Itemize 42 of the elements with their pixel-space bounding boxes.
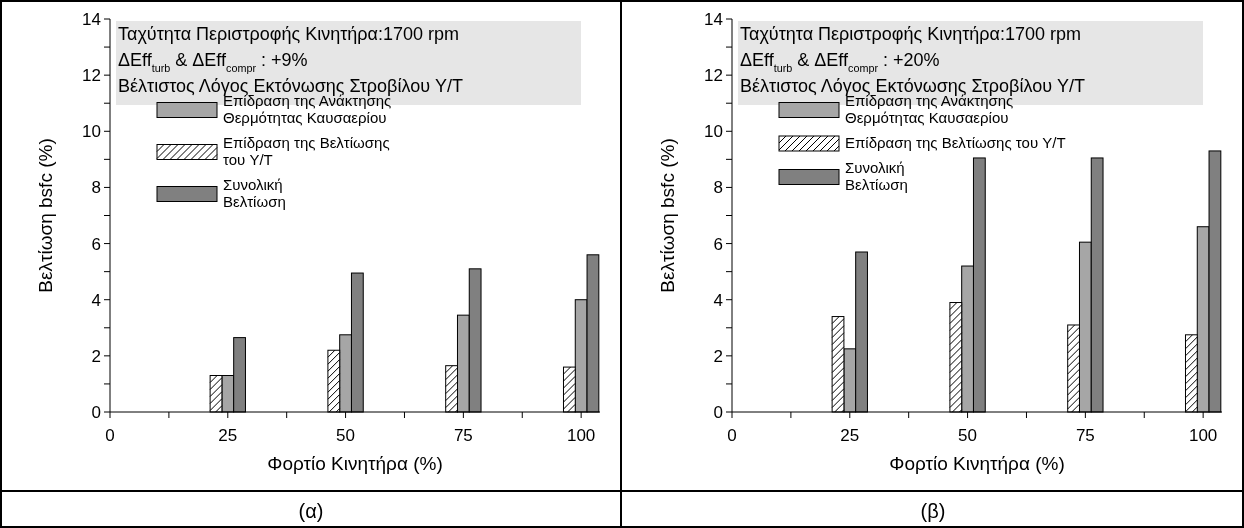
- y-tick-label: 12: [82, 66, 101, 86]
- legend-label: Συνολική Βελτίωση: [223, 176, 286, 210]
- x-tick-label: 75: [453, 426, 473, 445]
- x-tick-label: 50: [336, 426, 356, 445]
- y-tick-label: 6: [91, 234, 101, 254]
- y-tick-label: 0: [713, 403, 723, 422]
- y-tick-label: 2: [713, 346, 723, 366]
- annotation: Βέλτιστος Λόγος Εκτόνωσης Στροβίλου Y/T: [740, 76, 1086, 96]
- annotation: Ταχύτητα Περιστροφής Κινητήρα:1700 rpm: [118, 24, 460, 44]
- y-tick-label: 0: [91, 403, 101, 422]
- annotation: ΔEff$_{turb}$ & ΔEff$_{compr}$ : +20%: [740, 50, 940, 74]
- x-tick-label: 25: [218, 426, 238, 445]
- x-tick-label: 0: [727, 426, 737, 445]
- annotation: Βέλτιστος Λόγος Εκτόνωσης Στροβίλου Y/T: [118, 76, 464, 96]
- x-tick-label: 0: [105, 426, 115, 445]
- annotation: ΔEff$_{turb}$ & ΔEff$_{compr}$ : +9%: [118, 50, 308, 74]
- y-tick-label: 4: [91, 290, 101, 310]
- y-tick-label: 10: [82, 122, 101, 142]
- legend-label: Συνολική Βελτίωση: [845, 159, 908, 193]
- legend-label: Επίδραση της Βελτίωσης του Y/T: [223, 134, 390, 168]
- y-axis-title: Βελτίωση bsfc (%): [35, 138, 56, 293]
- x-tick-label: 75: [1075, 426, 1095, 445]
- y-tick-label: 12: [704, 66, 723, 86]
- x-tick-label: 25: [840, 426, 860, 445]
- y-tick-label: 6: [713, 234, 723, 254]
- y-tick-label: 2: [91, 346, 101, 366]
- y-axis-title: Βελτίωση bsfc (%): [657, 138, 678, 293]
- x-axis-title: Φορτίο Κινητήρα (%): [267, 453, 443, 474]
- y-tick-label: 10: [704, 122, 723, 142]
- y-tick-label: 4: [713, 290, 723, 310]
- y-tick-label: 14: [704, 10, 723, 29]
- legend-label: Επίδραση της Βελτίωσης του Y/T: [845, 134, 1066, 151]
- x-tick-label: 100: [566, 426, 596, 445]
- text: (β): [920, 500, 946, 522]
- x-axis-title: Φορτίο Κινητήρα (%): [889, 453, 1065, 474]
- text: (α): [298, 500, 324, 522]
- y-tick-label: 8: [91, 178, 101, 198]
- y-tick-label: 8: [713, 178, 723, 198]
- annotation: Ταχύτητα Περιστροφής Κινητήρα:1700 rpm: [740, 24, 1082, 44]
- x-tick-label: 100: [1188, 426, 1218, 445]
- x-tick-label: 50: [958, 426, 978, 445]
- y-tick-label: 14: [82, 10, 101, 29]
